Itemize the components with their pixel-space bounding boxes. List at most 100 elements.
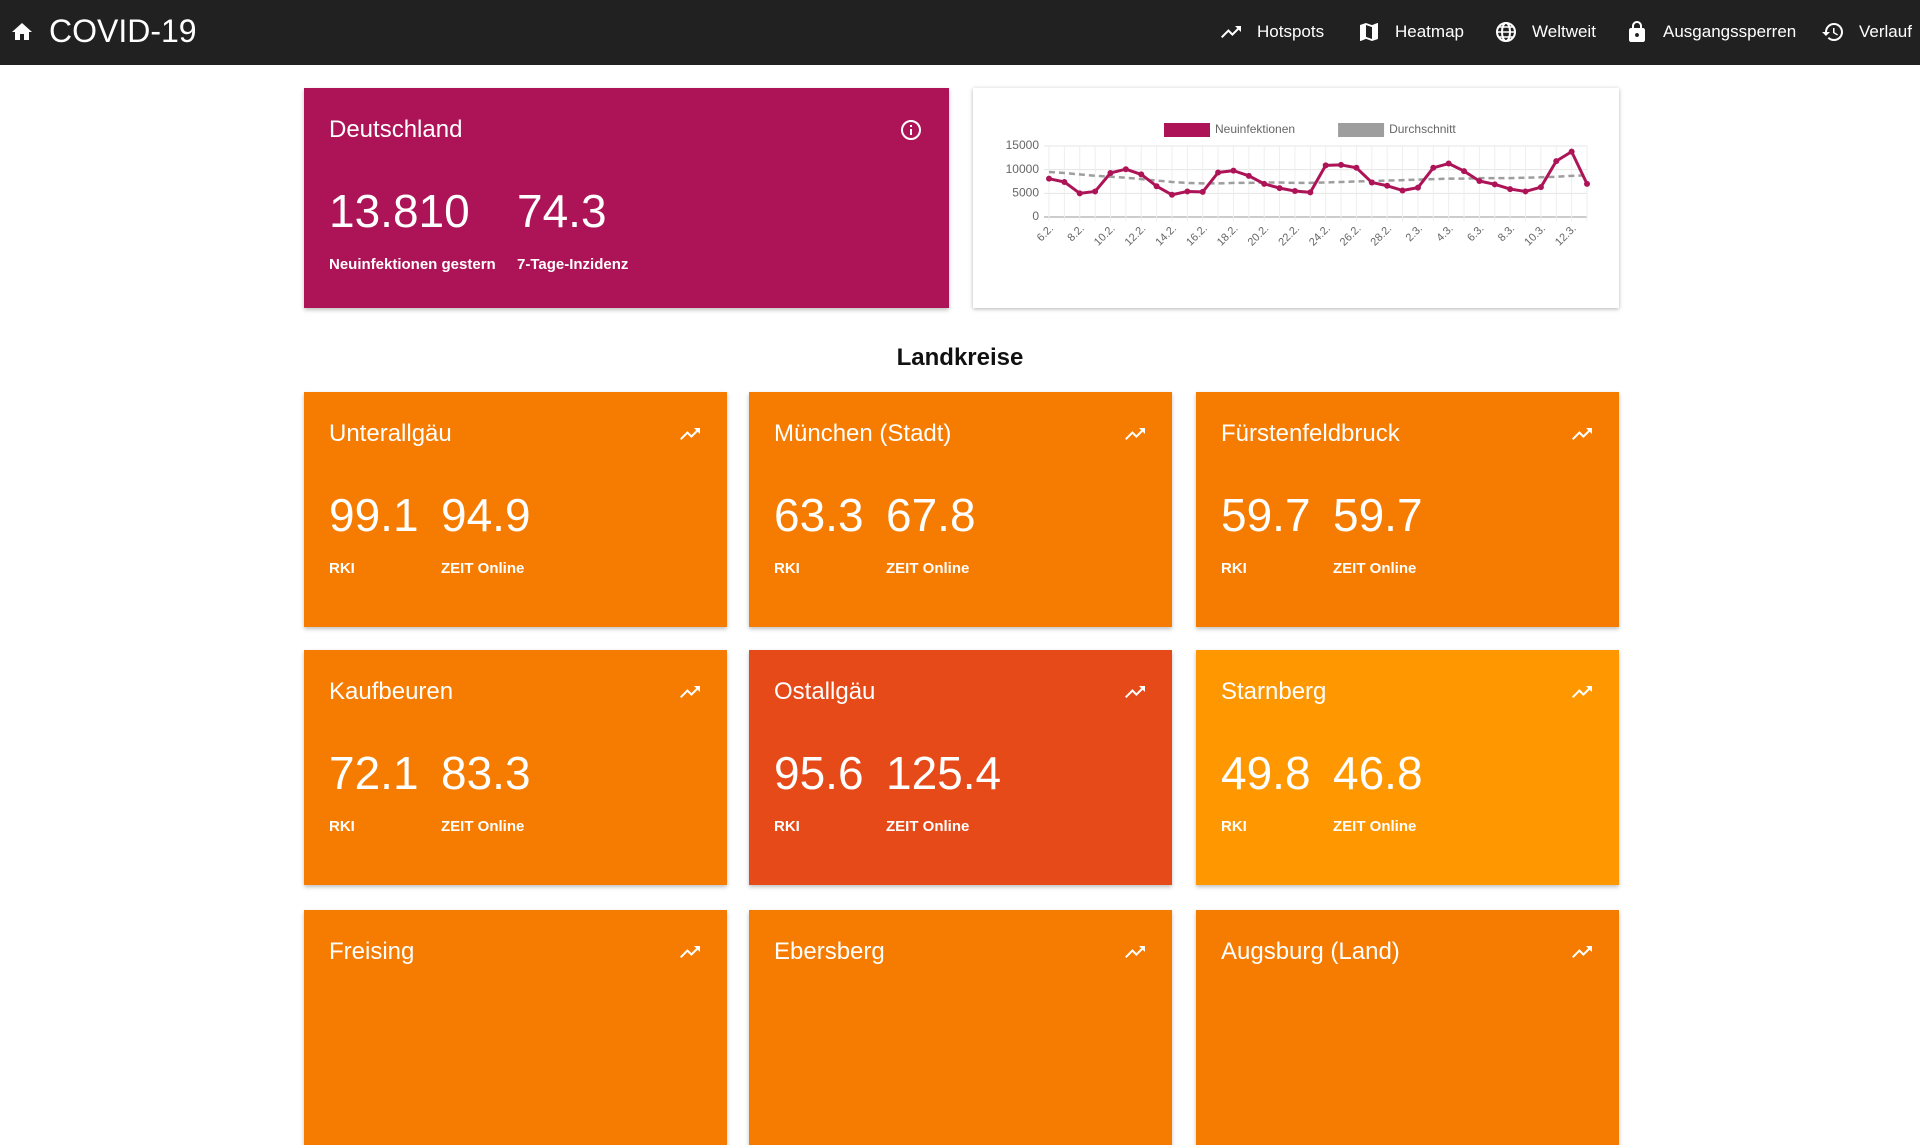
trend-icon[interactable]: [1123, 422, 1147, 446]
data-point: [1476, 178, 1483, 185]
home-icon[interactable]: [10, 20, 34, 44]
trend-icon[interactable]: [678, 422, 702, 446]
rki-label: RKI: [774, 818, 800, 835]
data-point: [1522, 188, 1529, 195]
rki-label: RKI: [1221, 818, 1247, 835]
district-card[interactable]: Ostallgäu 95.6 RKI 125.4 ZEIT Online: [749, 650, 1172, 885]
x-tick-label: 22.2.: [1276, 223, 1302, 249]
y-tick-label: 0: [1032, 209, 1039, 223]
x-tick-label: 4.3.: [1434, 223, 1455, 244]
zeit-label: ZEIT Online: [886, 560, 970, 577]
nav-item[interactable]: Weltweit: [1494, 20, 1596, 44]
x-tick-label: 16.2.: [1184, 223, 1210, 249]
zeit-value: 83.3: [441, 747, 531, 799]
data-point: [1338, 161, 1345, 168]
data-point: [1046, 175, 1052, 182]
data-point: [1430, 164, 1437, 171]
x-tick-label: 10.3.: [1522, 223, 1548, 249]
card-title: Starnberg: [1221, 678, 1327, 705]
x-tick-label: 6.3.: [1465, 223, 1486, 244]
x-tick-label: 8.2.: [1065, 223, 1086, 244]
nav-item[interactable]: Verlauf: [1821, 20, 1912, 44]
app-bar: COVID-19 Hotspots Heatmap Weltweit Ausga…: [0, 0, 1920, 65]
rki-value: 95.6: [774, 747, 864, 799]
rki-label: RKI: [1221, 560, 1247, 577]
zeit-label: ZEIT Online: [886, 818, 970, 835]
legend-label: Durchschnitt: [1389, 122, 1456, 136]
card-title: Kaufbeuren: [329, 678, 454, 705]
rki-value: 49.8: [1221, 747, 1311, 799]
x-tick-label: 6.2.: [1035, 223, 1056, 244]
trend-icon[interactable]: [1570, 422, 1594, 446]
data-point: [1168, 191, 1175, 198]
card-title: Deutschland: [329, 116, 463, 143]
nav-label[interactable]: Ausgangssperren: [1663, 22, 1797, 41]
zeit-label: ZEIT Online: [1333, 818, 1417, 835]
district-card[interactable]: Ebersberg: [749, 910, 1172, 1145]
district-card[interactable]: Starnberg 49.8 RKI 46.8 ZEIT Online: [1196, 650, 1619, 885]
nav-label[interactable]: Weltweit: [1532, 22, 1596, 41]
data-point: [1291, 187, 1298, 194]
trend-icon[interactable]: [1123, 940, 1147, 964]
district-card[interactable]: München (Stadt) 63.3 RKI 67.8 ZEIT Online: [749, 392, 1172, 627]
data-point: [1199, 188, 1206, 195]
zeit-value: 59.7: [1333, 489, 1423, 541]
nav-label[interactable]: Heatmap: [1395, 22, 1464, 41]
rki-value: 72.1: [329, 747, 419, 799]
zeit-value: 46.8: [1333, 747, 1423, 799]
trend-icon[interactable]: [678, 940, 702, 964]
rki-label: RKI: [329, 560, 355, 577]
trend-icon[interactable]: [1123, 680, 1147, 704]
zeit-value: 67.8: [886, 489, 976, 541]
x-tick-label: 20.2.: [1246, 223, 1272, 249]
trend-icon[interactable]: [1570, 680, 1594, 704]
nav-label[interactable]: Hotspots: [1257, 22, 1325, 41]
nav-label[interactable]: Verlauf: [1859, 22, 1912, 41]
rki-label: RKI: [329, 818, 355, 835]
data-point: [1399, 187, 1406, 194]
zeit-label: ZEIT Online: [441, 560, 525, 577]
data-point: [1307, 189, 1314, 196]
legend-swatch: [1338, 123, 1385, 137]
x-tick-label: 8.3.: [1496, 223, 1517, 244]
data-point: [1245, 172, 1252, 179]
stat-label: 7-Tage-Inzidenz: [517, 256, 629, 273]
data-point: [1507, 186, 1514, 193]
data-point: [1276, 185, 1283, 192]
chart: 0 5000 10000 15000 6.2. 8.2. 10.2. 12.2. 14.2. 16…: [1006, 122, 1590, 249]
district-card[interactable]: Fürstenfeldbruck 59.7 RKI 59.7 ZEIT Online: [1196, 392, 1619, 627]
stat-label: Neuinfektionen gestern: [329, 256, 496, 273]
data-point: [1353, 164, 1360, 171]
card-title: Fürstenfeldbruck: [1221, 420, 1400, 447]
district-card[interactable]: Freising: [304, 910, 727, 1145]
app-title: COVID-19: [49, 13, 197, 49]
nav-item[interactable]: Heatmap: [1357, 20, 1464, 44]
nav-item[interactable]: Hotspots: [1219, 20, 1324, 44]
trend-icon[interactable]: [1570, 940, 1594, 964]
data-point: [1184, 188, 1191, 195]
zeit-value: 125.4: [886, 747, 1002, 799]
data-point: [1368, 179, 1375, 186]
y-tick-label: 5000: [1012, 186, 1039, 200]
district-card[interactable]: Kaufbeuren 72.1 RKI 83.3 ZEIT Online: [304, 650, 727, 885]
x-tick-label: 2.3.: [1404, 223, 1425, 244]
trend-icon[interactable]: [678, 680, 702, 704]
data-point: [1537, 184, 1544, 191]
nav-item[interactable]: Ausgangssperren: [1625, 20, 1796, 44]
data-point: [1461, 168, 1468, 175]
district-card[interactable]: Augsburg (Land): [1196, 910, 1619, 1145]
data-point: [1153, 183, 1160, 190]
info-icon[interactable]: [899, 118, 923, 142]
district-card[interactable]: Unterallgäu 99.1 RKI 94.9 ZEIT Online: [304, 392, 727, 627]
zeit-label: ZEIT Online: [1333, 560, 1417, 577]
x-tick-label: 28.2.: [1369, 223, 1395, 249]
card-title: München (Stadt): [774, 420, 952, 447]
zeit-label: ZEIT Online: [441, 818, 525, 835]
data-point: [1384, 182, 1391, 189]
x-tick-label: 12.2.: [1123, 223, 1149, 249]
y-tick-label: 10000: [1006, 162, 1040, 176]
data-point: [1076, 190, 1083, 197]
data-point: [1553, 158, 1560, 165]
data-point: [1261, 180, 1268, 187]
y-tick-label: 15000: [1006, 138, 1040, 152]
